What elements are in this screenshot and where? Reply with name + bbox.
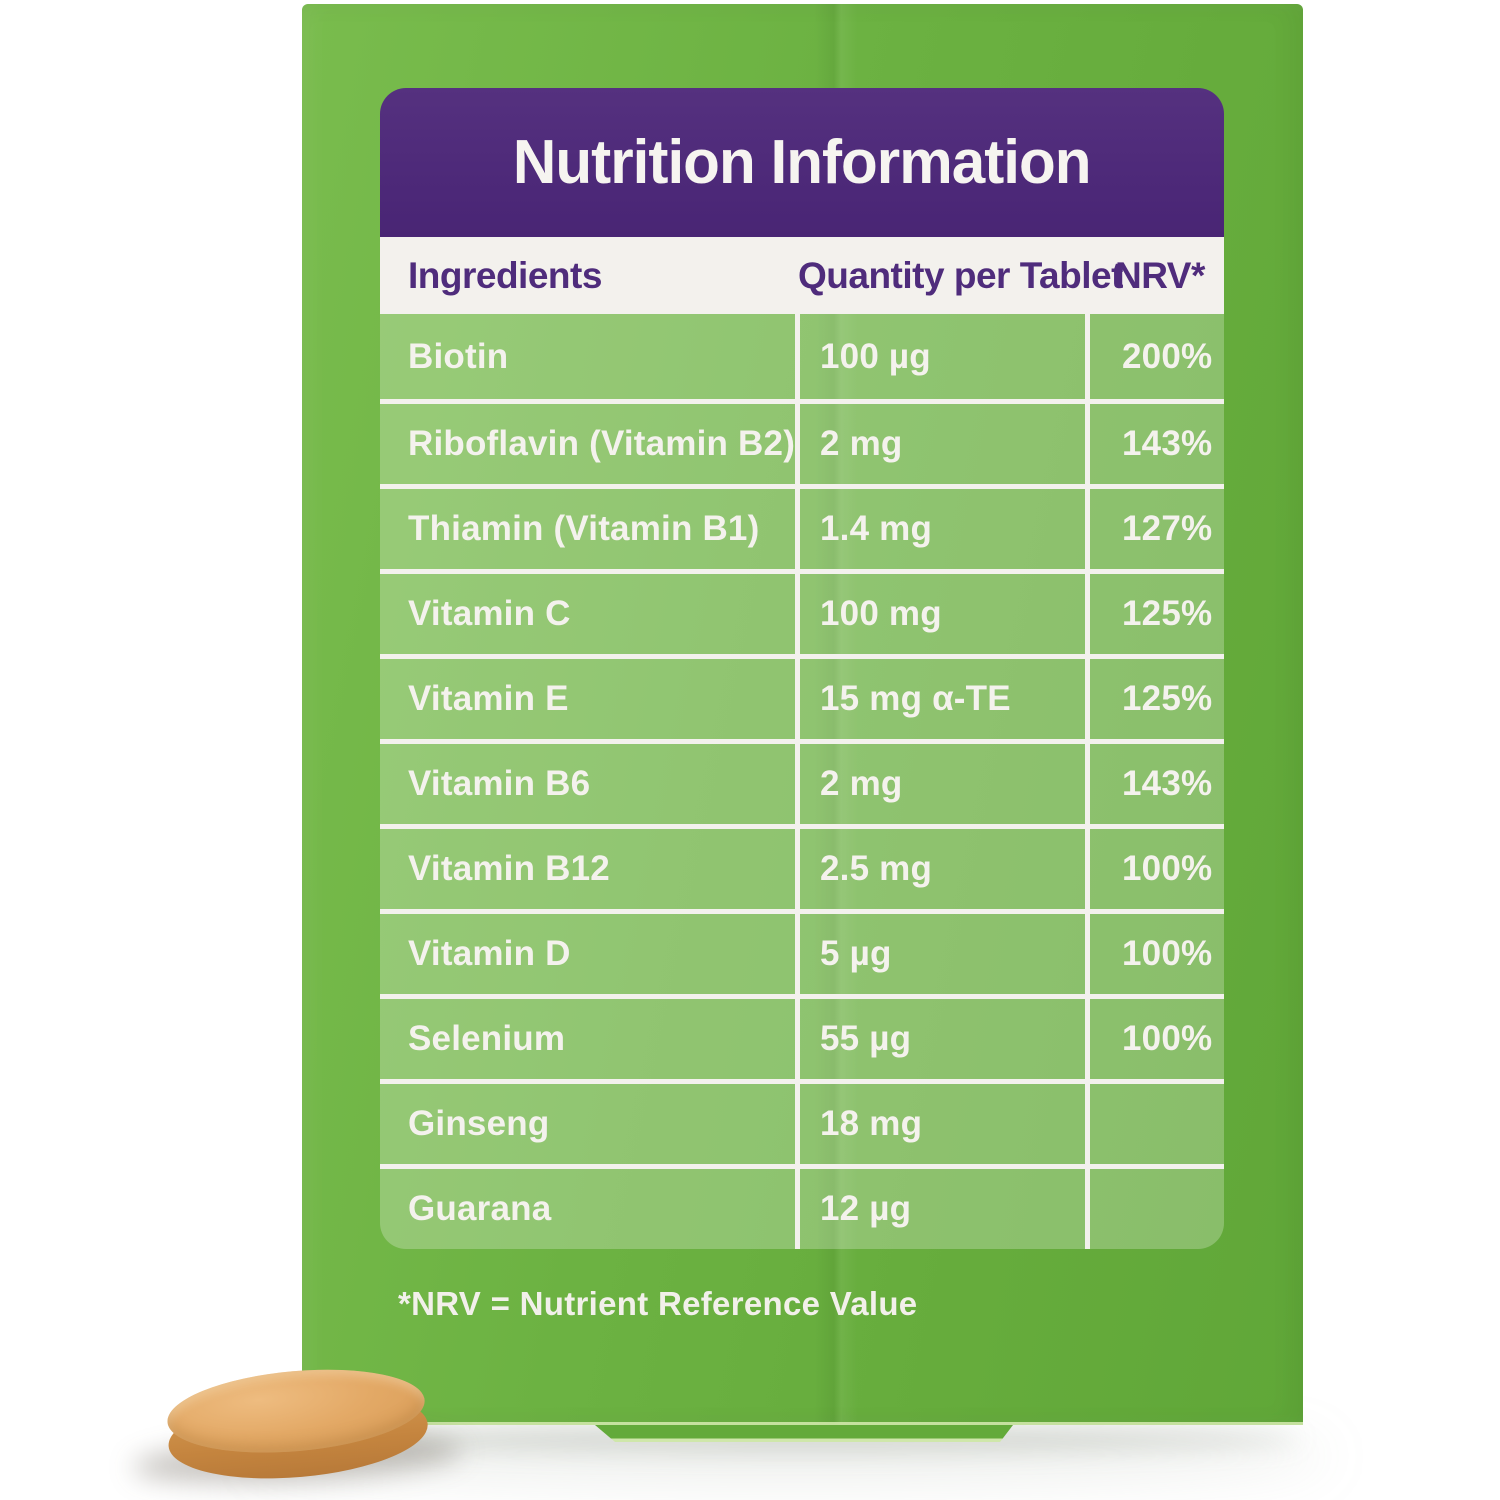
ingredient-cell: Ginseng xyxy=(408,1104,550,1143)
table-row: Thiamin (Vitamin B1) 1.4 mg 127% xyxy=(380,484,1224,569)
quantity-cell: 2 mg xyxy=(820,764,903,803)
nrv-cell: 143% xyxy=(1122,424,1213,463)
nrv-cell: 125% xyxy=(1122,679,1213,718)
nrv-footnote: *NRV = Nutrient Reference Value xyxy=(398,1285,918,1322)
ingredient-cell: Vitamin D xyxy=(408,934,571,973)
table-row: Vitamin E 15 mg α-TE 125% xyxy=(380,654,1224,739)
column-header-ingredients: Ingredients xyxy=(408,254,602,296)
nrv-cell: 143% xyxy=(1122,764,1213,803)
table-row: Vitamin B12 2.5 mg 100% xyxy=(380,824,1224,909)
vertical-gridline-1 xyxy=(795,314,800,1249)
ingredient-cell: Vitamin C xyxy=(408,594,571,633)
quantity-cell: 100 µg xyxy=(820,336,931,376)
package-back-panel: Nutrition Information Ingredients Quanti… xyxy=(302,4,1303,1425)
ingredient-cell: Vitamin B6 xyxy=(408,764,591,803)
quantity-cell: 15 mg α-TE xyxy=(820,679,1011,718)
label-title: Nutrition Information xyxy=(513,128,1092,197)
table-row: Biotin 100 µg 200% xyxy=(380,314,1224,399)
table-row: Vitamin D 5 µg 100% xyxy=(380,909,1224,994)
label-header: Nutrition Information xyxy=(380,88,1224,237)
ingredient-cell: Vitamin B12 xyxy=(408,849,610,888)
nrv-cell: 100% xyxy=(1122,1019,1213,1058)
column-header-row: Ingredients Quantity per Tablet NRV* xyxy=(380,237,1224,314)
quantity-cell: 18 mg xyxy=(820,1104,923,1143)
nrv-cell: 100% xyxy=(1122,849,1213,888)
quantity-cell: 2.5 mg xyxy=(820,849,933,888)
package-bottom-tab xyxy=(595,1425,1013,1442)
tablet xyxy=(131,1351,464,1492)
table-row: Riboflavin (Vitamin B2) 2 mg 143% xyxy=(380,399,1224,484)
nutrition-table-body: Biotin 100 µg 200% Riboflavin (Vitamin B2) 2… xyxy=(380,314,1224,1249)
table-row: Selenium 55 µg 100% xyxy=(380,994,1224,1079)
nrv-cell: 200% xyxy=(1122,336,1213,376)
table-row: Vitamin B6 2 mg 143% xyxy=(380,739,1224,824)
ingredient-cell: Biotin xyxy=(408,336,509,376)
quantity-cell: 5 µg xyxy=(820,934,892,973)
ingredient-cell: Riboflavin (Vitamin B2) xyxy=(408,424,796,463)
quantity-cell: 55 µg xyxy=(820,1019,912,1058)
ingredient-cell: Guarana xyxy=(408,1189,552,1228)
vertical-gridline-2 xyxy=(1085,314,1090,1249)
ingredient-cell: Selenium xyxy=(408,1019,566,1058)
quantity-cell: 2 mg xyxy=(820,424,903,463)
ingredient-cell: Thiamin (Vitamin B1) xyxy=(408,509,760,548)
column-header-quantity: Quantity per Tablet xyxy=(798,254,1123,296)
table-row: Ginseng 18 mg xyxy=(380,1079,1224,1164)
nrv-cell: 100% xyxy=(1122,934,1213,973)
nrv-cell: 125% xyxy=(1122,594,1213,633)
nrv-cell: 127% xyxy=(1122,509,1213,548)
table-row: Guarana 12 µg xyxy=(380,1164,1224,1249)
ingredient-cell: Vitamin E xyxy=(408,679,569,718)
table-row: Vitamin C 100 mg 125% xyxy=(380,569,1224,654)
quantity-cell: 1.4 mg xyxy=(820,509,933,548)
nutrition-label: Nutrition Information Ingredients Quanti… xyxy=(380,88,1224,1249)
quantity-cell: 12 µg xyxy=(820,1189,912,1228)
column-header-nrv: NRV* xyxy=(1115,254,1205,296)
quantity-cell: 100 mg xyxy=(820,594,942,633)
